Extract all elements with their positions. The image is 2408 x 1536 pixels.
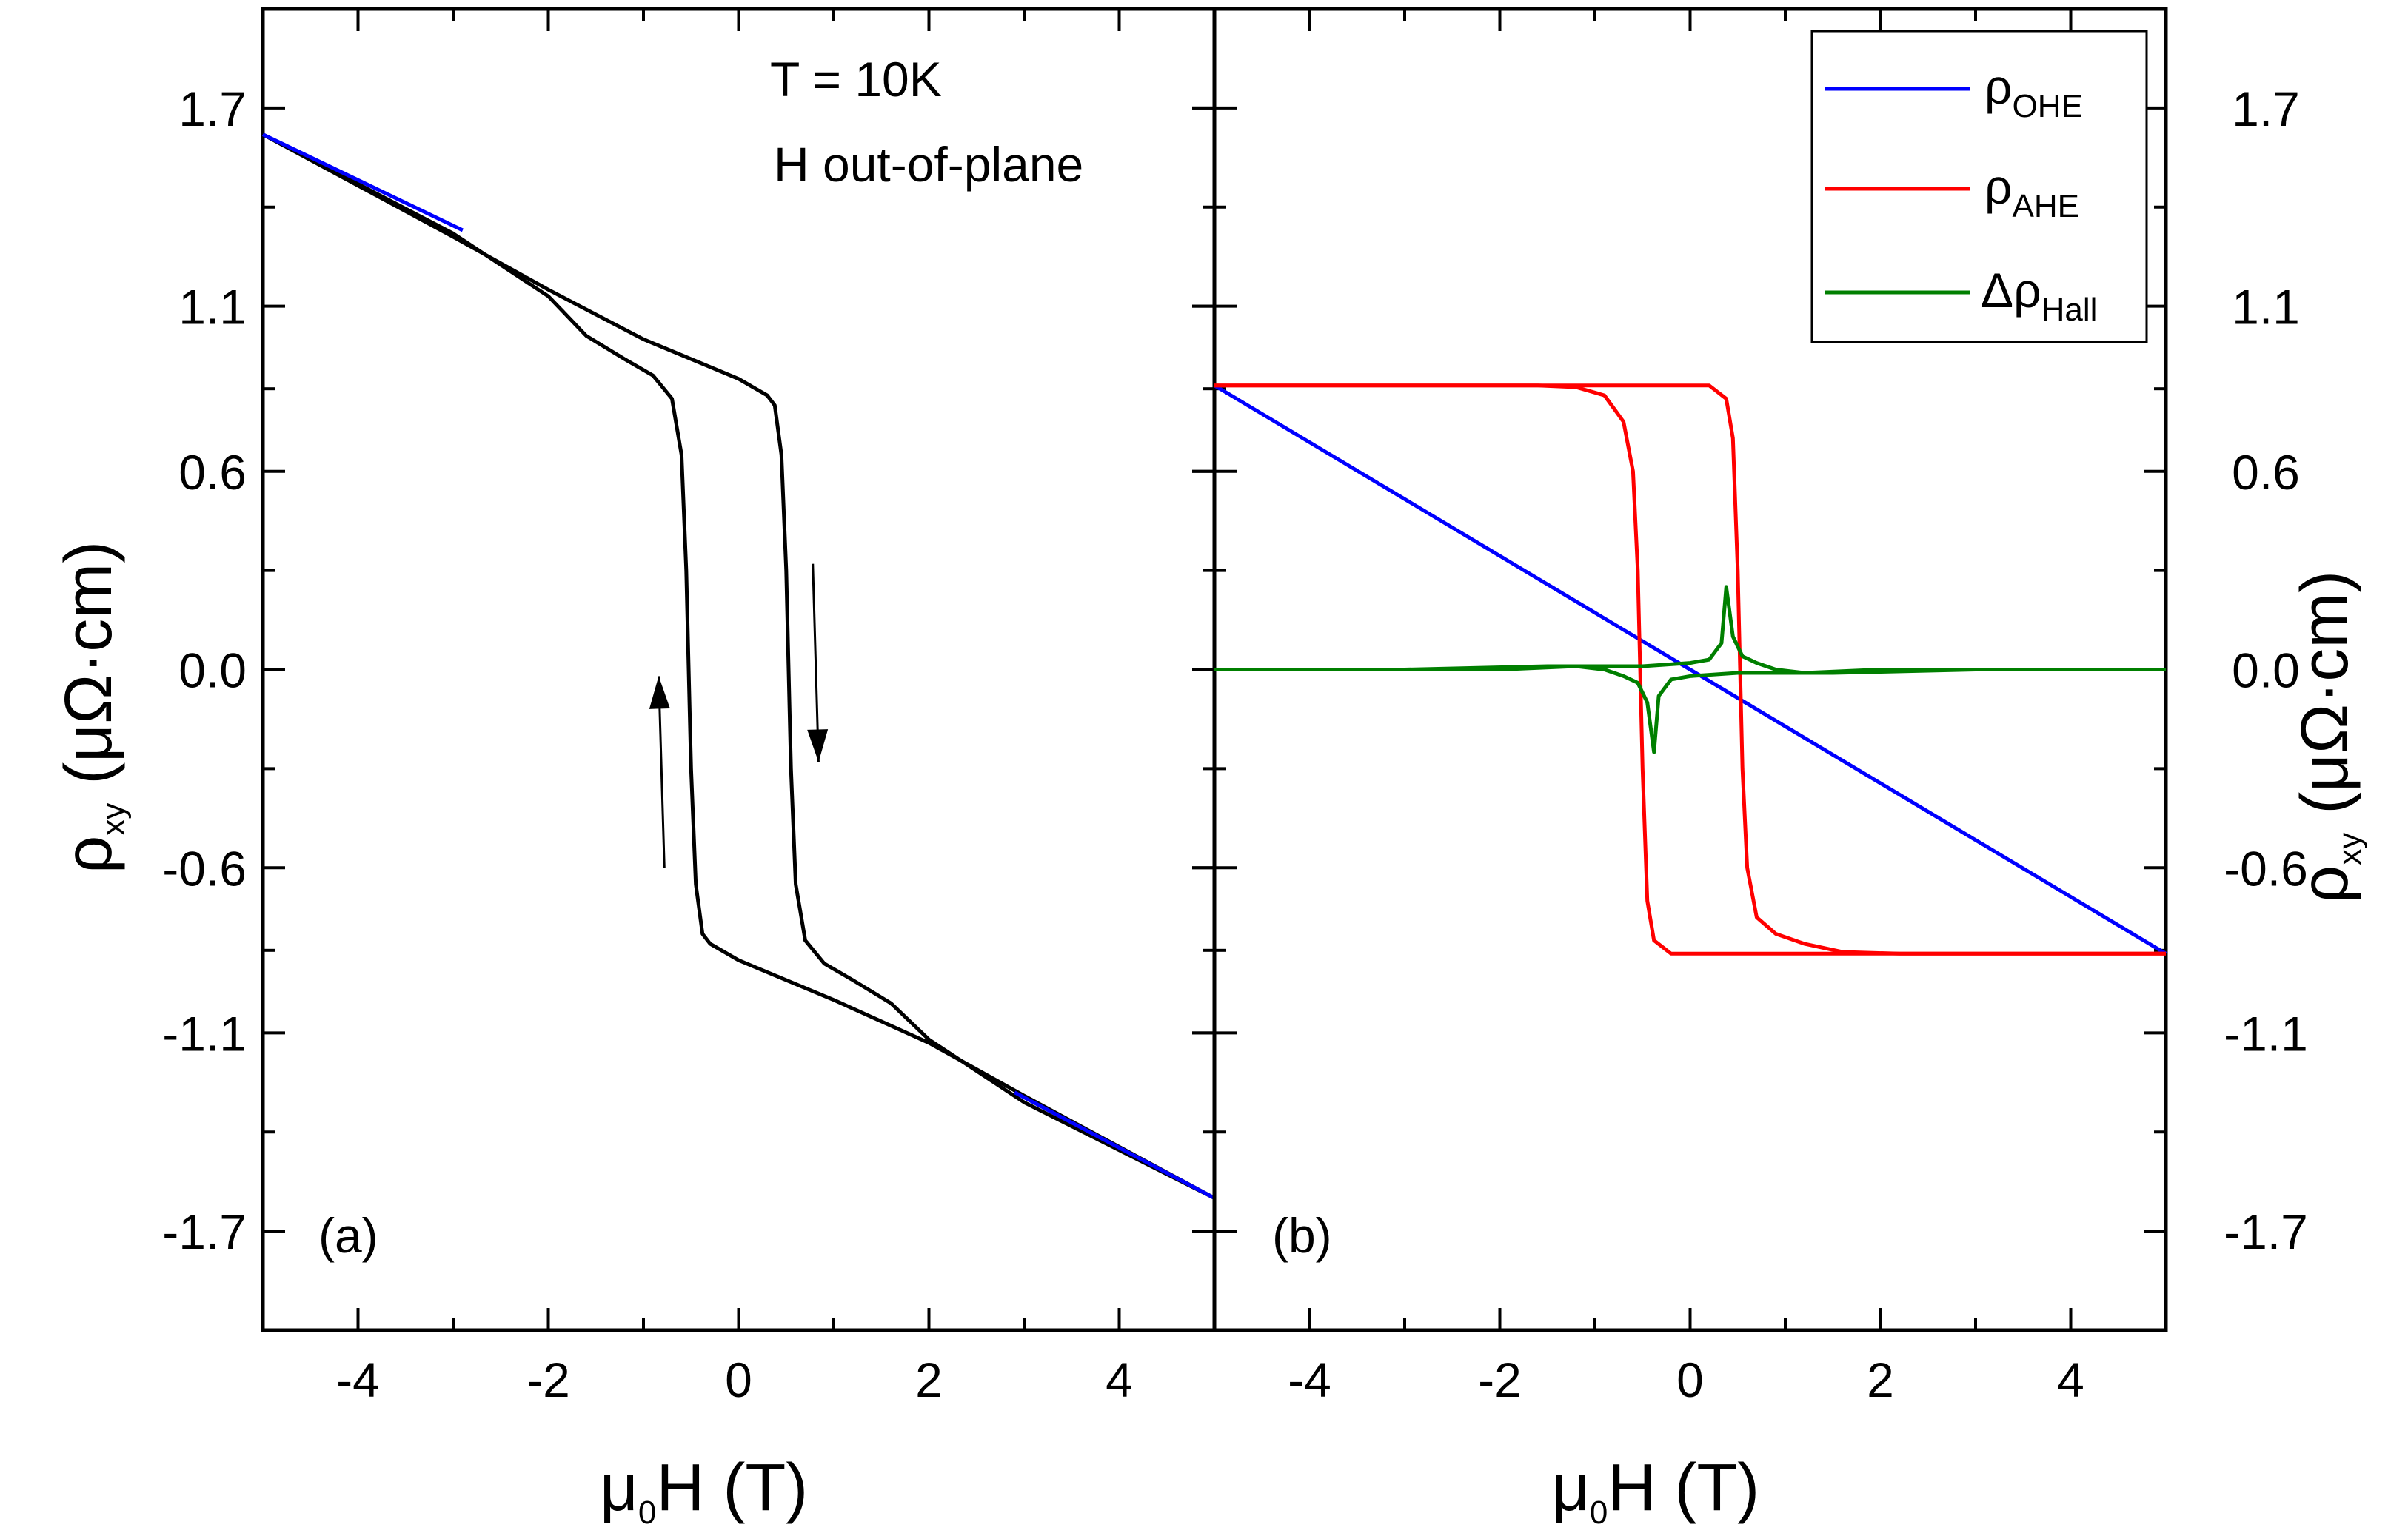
panel-a-series [261,133,1216,1200]
panel-a-arrows [649,563,829,868]
x-tick-label: 0 [1676,1352,1704,1407]
y-tick-label: 0.0 [178,643,247,698]
y-axis-title-right-main: ρ [2288,865,2362,903]
panel-b: -4 -2 0 2 4 1.71.10.60.0-0.6-1.1-1.7 (b) ρOH… [1192,7,2368,1531]
field-orientation-annotation: H out-of-plane [774,137,1083,192]
y-axis-title-left-rest: (μΩ·cm) [52,541,126,803]
sweep-arrow-shaft-1 [812,563,820,762]
series-line-0 [1213,383,2167,956]
legend-frame [1810,30,2148,343]
panel-b-series [1213,383,2167,956]
legend-label-ohe-main: ρ [1984,59,2013,114]
x-tick-label: -4 [1288,1352,1331,1407]
legend-label-hall-sub: Hall [2041,292,2098,328]
y-tick-label: -0.6 [162,841,247,896]
y-tick-label: -0.6 [2224,841,2308,896]
x-axis-title-b-main: μ [1551,1451,1590,1525]
y-tick-label: 1.7 [178,81,247,136]
legend-label-ohe: ρOHE [1984,59,2083,124]
legend: ρOHE ρAHE ΔρHall [1810,30,2148,343]
legend-label-ahe: ρAHE [1984,159,2079,224]
x-axis-title-a: μ0H (T) [600,1451,808,1531]
x-tick-label: -4 [336,1352,380,1407]
x-axis-title-b-sub: 0 [1590,1495,1608,1531]
series-line-2 [261,133,464,232]
temperature-annotation: T = 10K [770,52,942,107]
series-line-3 [1214,664,2166,754]
y-tick-label: 0.6 [2232,445,2300,500]
y-tick-label: -1.7 [2224,1204,2308,1259]
legend-label-ahe-main: ρ [1984,159,2013,214]
x-axis-title-a-rest: H (T) [656,1451,808,1525]
y-tick-label: -1.7 [162,1204,247,1259]
y-tick-label: 0.0 [2232,643,2300,698]
y-tick-label: 1.1 [178,280,247,335]
y-tick-label: -1.1 [162,1006,247,1061]
legend-label-hall-main: Δρ [1981,263,2041,318]
series-line-0 [261,133,1216,1200]
x-tick-label: -2 [526,1352,570,1407]
sweep-arrow-head-0 [649,676,670,709]
panel-b-y-ticks: 1.7 1.1 0.6 0.0 -0.6 -1.1 -1.7 [1192,81,2308,1259]
y-tick-label: 1.1 [2232,280,2300,335]
legend-label-ahe-sub: AHE [2013,188,2079,224]
y-tick-label: -1.1 [2224,1006,2308,1061]
x-axis-title-a-main: μ [600,1451,638,1525]
y-axis-title-left-sub: xy [96,803,132,836]
y-tick-label: 1.7 [2232,81,2300,136]
y-axis-title-right: ρxy (μΩ·cm) [2288,571,2368,903]
series-line-3 [1014,1090,1216,1200]
panel-b-x-ticks: -4 -2 0 2 4 [1288,9,2084,1407]
x-tick-label: 0 [725,1352,752,1407]
x-axis-title-b: μ0H (T) [1551,1451,1759,1531]
panel-b-label: (b) [1272,1208,1332,1263]
y-axis-title-left: ρxy (μΩ·cm) [52,541,132,873]
series-line-4 [1214,585,2166,675]
panel-a: -4 -2 0 2 4 1.7 1.1 0.6 0.0 -0.6 -1.1 -1.7 T = 10K… [52,7,1217,1531]
legend-label-ohe-sub: OHE [2013,88,2083,124]
legend-label-hall: ΔρHall [1981,263,2097,328]
y-axis-title-left-main: ρ [52,836,126,873]
x-tick-label: 4 [2057,1352,2084,1407]
y-axis-title-right-rest: (μΩ·cm) [2288,571,2362,833]
x-tick-label: 2 [915,1352,943,1407]
sweep-arrow-head-1 [807,729,829,762]
series-line-2 [1214,383,2166,956]
x-tick-label: 4 [1106,1352,1133,1407]
x-axis-title-a-sub: 0 [638,1495,656,1531]
x-tick-label: 2 [1867,1352,1894,1407]
x-tick-label: -2 [1478,1352,1522,1407]
series-line-1 [261,133,1216,1200]
y-axis-title-right-sub: xy [2332,833,2368,865]
panel-a-x-ticks: -4 -2 0 2 4 [336,9,1133,1407]
x-axis-title-b-rest: H (T) [1608,1451,1759,1525]
y-tick-label: 0.6 [178,445,247,500]
panel-a-label: (a) [318,1208,378,1263]
